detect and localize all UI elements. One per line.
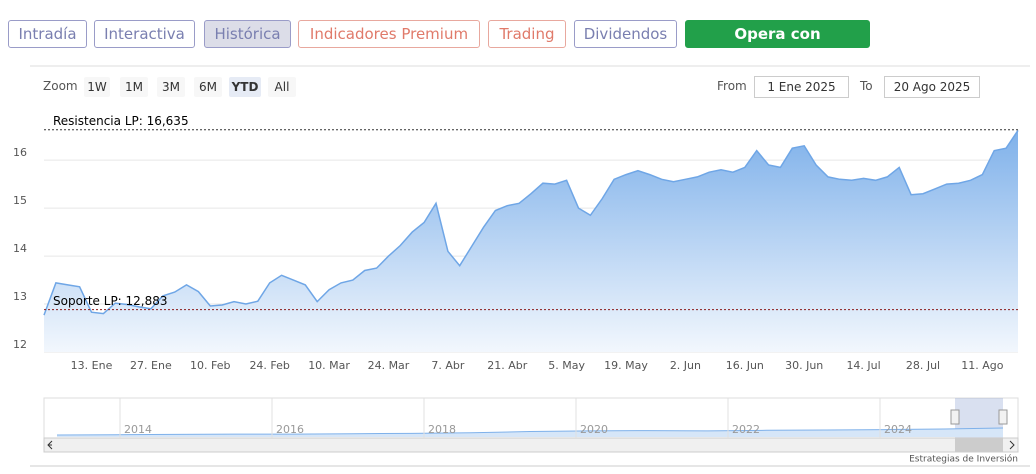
y-tick-label: 16 bbox=[13, 146, 27, 159]
scroll-left[interactable] bbox=[47, 440, 53, 450]
x-tick-label: 13. Ene bbox=[71, 359, 113, 372]
tab[interactable]: Dividendos bbox=[574, 20, 677, 48]
tab[interactable]: Trading bbox=[488, 20, 566, 48]
tab[interactable]: Histórica bbox=[204, 20, 291, 48]
scrollbar-thumb[interactable] bbox=[955, 438, 1003, 452]
navigator-label: 2022 bbox=[732, 423, 760, 436]
y-tick-label: 13 bbox=[13, 290, 27, 303]
x-tick-label: 21. Abr bbox=[487, 359, 527, 372]
navigator-handle[interactable] bbox=[950, 409, 960, 425]
navigator-handle[interactable] bbox=[998, 409, 1008, 425]
x-tick-label: 10. Mar bbox=[308, 359, 350, 372]
y-tick-label: 12 bbox=[13, 338, 27, 351]
area-fill bbox=[44, 130, 1018, 352]
x-tick-label: 28. Jul bbox=[906, 359, 940, 372]
navigator-label: 2018 bbox=[428, 423, 456, 436]
tab[interactable]: Intradía bbox=[8, 20, 87, 48]
footer: Estrategias de Inversión bbox=[909, 454, 1018, 465]
zoom-button[interactable]: 3M bbox=[157, 77, 185, 97]
x-tick-label: 16. Jun bbox=[726, 359, 764, 372]
zoom-button[interactable]: 6M bbox=[194, 77, 222, 97]
tab[interactable]: Opera con Freedom24 bbox=[685, 20, 870, 69]
to-input[interactable]: 20 Ago 2025 bbox=[884, 76, 980, 98]
tab[interactable]: Indicadores Premium bbox=[298, 20, 480, 48]
x-tick-label: 24. Mar bbox=[368, 359, 410, 372]
zoom-button[interactable]: YTD bbox=[229, 77, 261, 97]
navigator-label: 2016 bbox=[276, 423, 304, 436]
x-tick-label: 27. Ene bbox=[130, 359, 172, 372]
from-input[interactable]: 1 Ene 2025 bbox=[754, 76, 849, 98]
zoom-label: Zoom bbox=[43, 79, 78, 93]
zoom-button[interactable]: 1M bbox=[120, 77, 148, 97]
annotation-label: Soporte LP: 12,883 bbox=[53, 294, 168, 308]
x-tick-label: 7. Abr bbox=[431, 359, 464, 372]
line bbox=[43, 129, 1019, 316]
navigator-area bbox=[57, 428, 1003, 437]
navigator-label: 2020 bbox=[580, 423, 608, 436]
navigator-line bbox=[56, 427, 1004, 436]
x-tick-label: 2. Jun bbox=[670, 359, 701, 372]
x-tick-label: 24. Feb bbox=[249, 359, 289, 372]
x-tick-label: 11. Ago bbox=[961, 359, 1003, 372]
scroll-right[interactable] bbox=[1009, 440, 1015, 450]
y-tick-label: 14 bbox=[13, 242, 27, 255]
x-tick-label: 10. Feb bbox=[190, 359, 230, 372]
annotation-label: Resistencia LP: 16,635 bbox=[53, 114, 189, 128]
tab[interactable]: Interactiva bbox=[94, 20, 195, 48]
x-tick-label: 19. May bbox=[604, 359, 648, 372]
navigator-label: 2024 bbox=[884, 423, 912, 436]
x-tick-label: 5. May bbox=[548, 359, 585, 372]
navigator-label: 2014 bbox=[124, 423, 152, 436]
scrollbar[interactable] bbox=[43, 437, 1019, 453]
y-tick-label: 15 bbox=[13, 194, 27, 207]
to-label: To bbox=[860, 79, 873, 93]
zoom-button[interactable]: All bbox=[268, 77, 296, 97]
zoom-button[interactable]: 1W bbox=[84, 77, 110, 97]
x-tick-label: 14. Jul bbox=[846, 359, 880, 372]
x-tick-label: 30. Jun bbox=[785, 359, 823, 372]
from-label: From bbox=[717, 79, 747, 93]
